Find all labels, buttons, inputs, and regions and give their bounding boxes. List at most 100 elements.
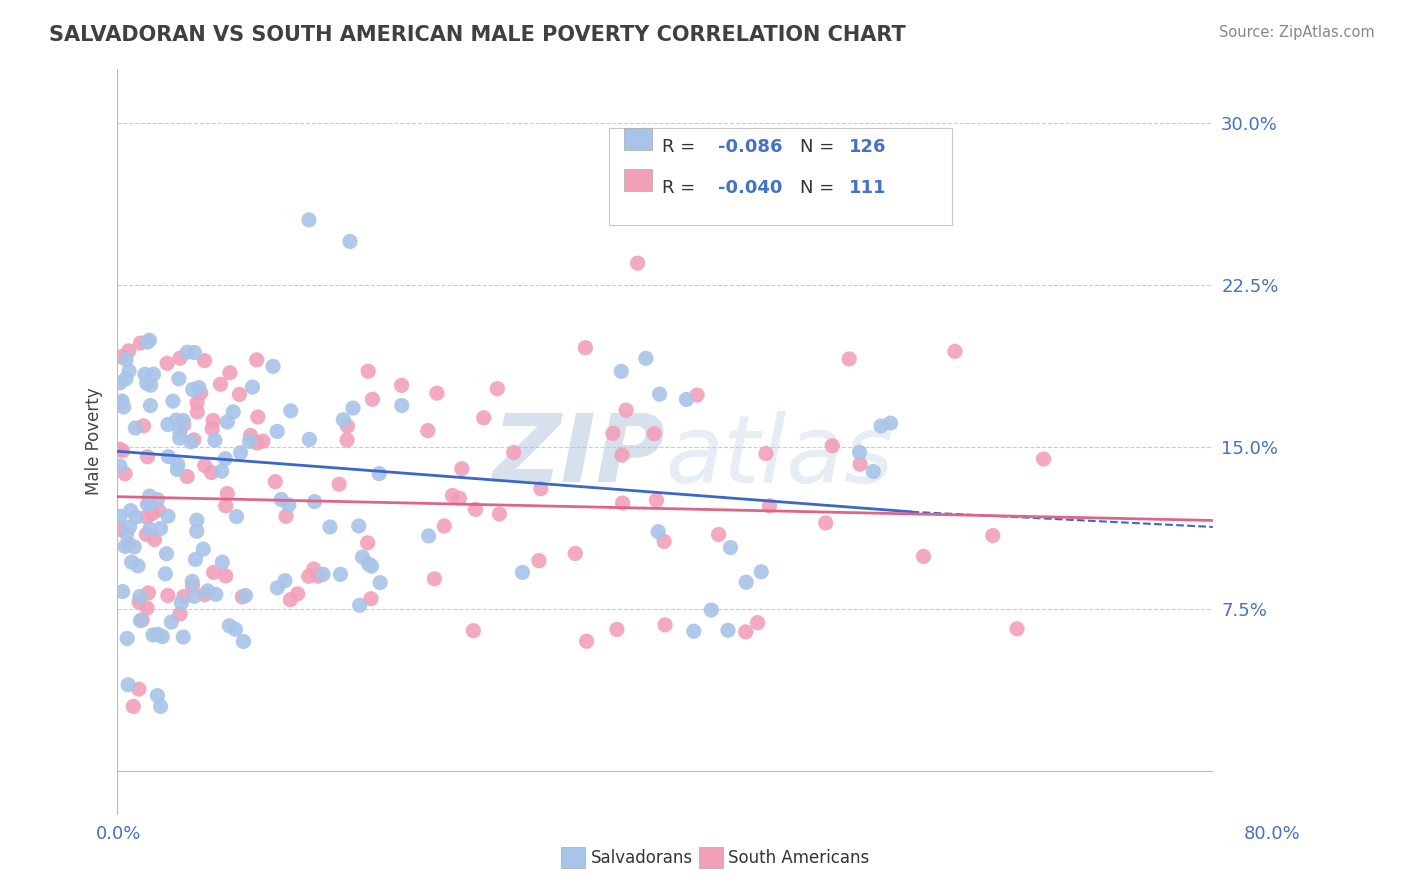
Point — [204, 587, 226, 601]
Point — [357, 558, 380, 572]
Point — [360, 591, 382, 606]
Point — [120, 503, 142, 517]
Point — [129, 336, 152, 351]
Point — [148, 503, 170, 517]
Point — [112, 400, 135, 414]
Point — [426, 386, 449, 401]
Point — [274, 574, 297, 588]
Point — [339, 235, 361, 249]
Text: SALVADORAN VS SOUTH AMERICAN MALE POVERTY CORRELATION CHART: SALVADORAN VS SOUTH AMERICAN MALE POVERT… — [49, 25, 905, 45]
Point — [149, 699, 172, 714]
Point — [127, 558, 149, 573]
Point — [749, 565, 772, 579]
Point — [125, 510, 148, 524]
Point — [610, 448, 633, 462]
Point — [328, 477, 350, 491]
Point — [209, 377, 232, 392]
Point — [488, 507, 510, 521]
Point — [239, 428, 262, 442]
Point — [360, 559, 382, 574]
Point — [194, 353, 217, 368]
Point — [981, 528, 1004, 542]
Point — [274, 509, 297, 524]
Point — [169, 431, 191, 445]
Point — [118, 520, 141, 534]
Point — [183, 433, 205, 447]
Point — [329, 567, 352, 582]
Text: 0.0%: 0.0% — [96, 825, 141, 843]
Point — [228, 387, 250, 401]
Point — [135, 510, 157, 524]
Point — [298, 213, 321, 227]
Point — [176, 469, 198, 483]
Point — [190, 386, 212, 401]
Point — [298, 433, 321, 447]
Point — [277, 498, 299, 512]
Point — [115, 632, 138, 646]
Point — [246, 352, 269, 367]
Point — [512, 566, 534, 580]
Point — [138, 586, 160, 600]
Point — [423, 572, 446, 586]
Point — [575, 634, 598, 648]
Point — [169, 351, 191, 366]
Point — [238, 434, 260, 449]
Point — [128, 595, 150, 609]
Point — [156, 509, 179, 524]
Point — [204, 433, 226, 447]
Point — [231, 590, 253, 604]
Text: Salvadorans: Salvadorans — [591, 849, 693, 867]
Point — [108, 395, 131, 409]
Point — [108, 376, 131, 390]
Point — [264, 475, 287, 489]
Y-axis label: Male Poverty: Male Poverty — [86, 388, 103, 495]
Point — [128, 682, 150, 697]
Point — [229, 446, 252, 460]
Point — [304, 494, 326, 508]
Point — [643, 426, 665, 441]
Point — [181, 579, 204, 593]
Point — [530, 482, 553, 496]
Point — [463, 624, 485, 638]
Text: N =: N = — [800, 138, 839, 156]
Point — [368, 467, 391, 481]
Point — [115, 352, 138, 367]
Point — [647, 524, 669, 539]
Point — [700, 603, 723, 617]
Point — [115, 372, 138, 386]
Point — [117, 678, 139, 692]
Point — [352, 549, 374, 564]
Point — [136, 497, 159, 511]
Text: atlas: atlas — [665, 411, 893, 502]
Point — [472, 410, 495, 425]
Point — [735, 575, 758, 590]
Point — [121, 555, 143, 569]
Point — [108, 523, 131, 537]
Point — [108, 442, 131, 457]
Point — [108, 459, 131, 474]
Text: South Americans: South Americans — [728, 849, 869, 867]
Point — [138, 489, 160, 503]
Point — [155, 566, 177, 581]
Point — [368, 575, 391, 590]
Point — [156, 589, 179, 603]
Point — [416, 424, 439, 438]
Text: N =: N = — [800, 179, 839, 197]
Point — [870, 419, 893, 434]
Point — [217, 486, 239, 500]
Point — [391, 399, 413, 413]
Point — [246, 410, 269, 425]
Point — [574, 341, 596, 355]
Point — [821, 439, 844, 453]
Point — [879, 416, 901, 430]
Point — [298, 569, 321, 583]
Point — [626, 256, 648, 270]
Point — [215, 499, 238, 513]
Point — [686, 388, 709, 402]
Point — [449, 491, 471, 505]
Point — [122, 540, 145, 554]
Point — [186, 513, 208, 527]
Point — [135, 376, 157, 391]
Point — [202, 566, 225, 580]
Point — [307, 569, 329, 583]
